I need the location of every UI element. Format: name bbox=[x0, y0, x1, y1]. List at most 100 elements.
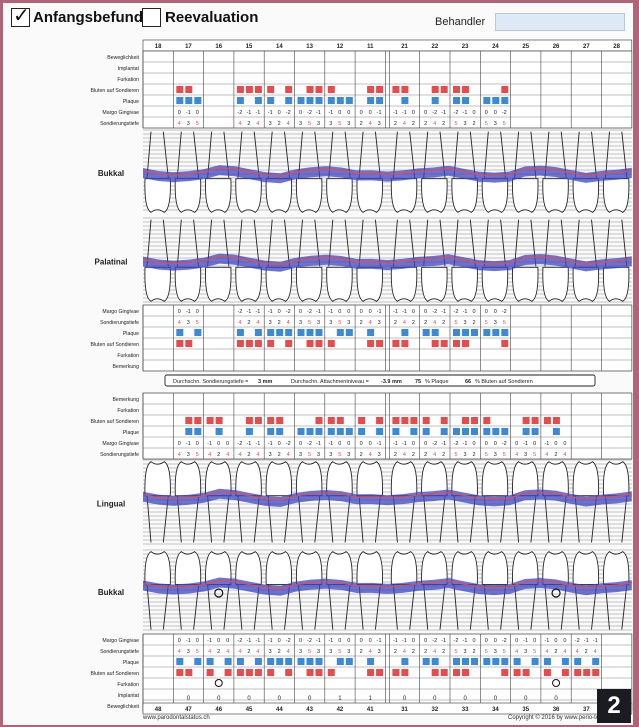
upper-palatal-depth-value: 4 bbox=[178, 320, 181, 326]
tooth-number-lower: 32 bbox=[432, 707, 439, 713]
upper-palatal-margin-value: -1 bbox=[246, 309, 251, 315]
anfangsbefund-checkbox[interactable]: ✓ bbox=[11, 3, 30, 27]
reevaluation-checkbox[interactable] bbox=[142, 8, 161, 27]
lower-buccal-depth-value: 4 bbox=[178, 649, 181, 655]
upper-palatal-bleeding-mark bbox=[306, 340, 314, 347]
upper-buccal-arch-tooth-root bbox=[267, 131, 290, 178]
lower-buccal-margin-value: -2 bbox=[307, 638, 312, 644]
lower-lingual-depth-value: 4 bbox=[369, 452, 372, 458]
lower-buccal-bleeding-mark bbox=[431, 669, 439, 676]
behandler-input[interactable] bbox=[495, 13, 625, 31]
tooth-number-upper: 11 bbox=[367, 44, 374, 50]
lower-buccal-plaque-mark bbox=[315, 658, 323, 665]
upper-buccal-arch-tooth-crown bbox=[512, 178, 539, 213]
upper-buccal-arch-tooth-crown bbox=[235, 178, 262, 213]
tooth-number-lower: 48 bbox=[155, 707, 162, 713]
upper-buccal-row-label: Sondierungstiefe bbox=[100, 121, 139, 127]
lower-lingual-plaque-mark bbox=[462, 428, 469, 435]
upper-palatal-bleeding-mark bbox=[392, 340, 400, 347]
lower-buccal-plaque-mark bbox=[483, 658, 491, 665]
upper-buccal-bleeding-mark bbox=[431, 86, 439, 93]
lower-buccal-margin-value: 0 bbox=[347, 638, 350, 644]
mobility-lower-value: 0 bbox=[494, 696, 498, 702]
lower-lingual-depth-value: 4 bbox=[178, 452, 181, 458]
lower-lingual-margin-value: -2 bbox=[307, 441, 312, 447]
upper-buccal-bleeding-mark bbox=[306, 86, 314, 93]
lower-lingual-bleeding-mark bbox=[315, 417, 323, 424]
upper-palatal-depth-value: 3 bbox=[494, 320, 497, 326]
upper-palatal-bleeding-mark bbox=[501, 340, 509, 347]
lower-buccal-plaque-mark bbox=[422, 658, 430, 665]
lower-lingual-margin-value: -2 bbox=[432, 441, 437, 447]
upper-palatal-margin-value: 0 bbox=[412, 309, 415, 315]
upper-buccal-plaque-mark bbox=[401, 97, 409, 104]
upper-buccal-arch-tooth-crown bbox=[390, 178, 418, 213]
lower-buccal-arch-tooth-crown bbox=[572, 551, 600, 585]
upper-buccal-plaque-mark bbox=[194, 97, 202, 104]
lower-lingual-plaque-mark bbox=[185, 428, 193, 435]
upper-buccal-depth-value: 4 bbox=[433, 121, 436, 127]
upper-palatal-plaque-mark bbox=[492, 329, 500, 336]
lingual-arch-tooth-crown bbox=[542, 461, 569, 497]
lower-buccal-arch-tooth-crown bbox=[205, 551, 232, 585]
upper-buccal-bleeding-mark bbox=[327, 86, 335, 93]
lower-buccal-arch-tooth-crown bbox=[451, 551, 478, 585]
upper-palatal-depth-value: 3 bbox=[329, 320, 332, 326]
lower-buccal-bleeding-mark bbox=[440, 669, 448, 676]
lower-buccal-plaque-mark bbox=[297, 658, 305, 665]
lower-lingual-margin-value: 0 bbox=[494, 441, 497, 447]
lower-buccal-margin-value: 0 bbox=[554, 638, 557, 644]
upper-palatal-margin-value: 0 bbox=[338, 309, 341, 315]
upper-palatal-plaque-mark bbox=[336, 329, 344, 336]
lower-buccal-depth-value: 3 bbox=[347, 649, 350, 655]
lower-buccal-margin-value: -2 bbox=[286, 638, 291, 644]
palatinal-arch-tooth-crown bbox=[481, 266, 509, 302]
lower-lingual-margin-value: -1 bbox=[377, 441, 382, 447]
lower-buccal-margin-value: -2 bbox=[502, 638, 507, 644]
upper-palatal-row-label: Furkation bbox=[117, 353, 139, 359]
lower-buccal-depth-value: 5 bbox=[533, 649, 536, 655]
lingual-arch-tooth-root bbox=[423, 495, 446, 543]
lower-lingual-plaque-mark bbox=[453, 428, 460, 435]
upper-buccal-row-label: Bluten auf Sondieren bbox=[91, 88, 140, 94]
lower-lingual-plaque-mark bbox=[327, 428, 335, 435]
upper-buccal-depth-value: 2 bbox=[472, 121, 475, 127]
lingual-arch-tooth-crown bbox=[390, 461, 418, 497]
lower-buccal-depth-value: 2 bbox=[412, 649, 415, 655]
lower-buccal-margin-value: -1 bbox=[255, 638, 260, 644]
footer-right: Copyright © 2016 by www.perio-tools bbox=[508, 715, 607, 721]
lower-buccal-bleeding-mark bbox=[236, 669, 244, 676]
lower-buccal-margin-value: -1 bbox=[207, 638, 212, 644]
behandler-label: Behandler bbox=[435, 16, 486, 28]
lower-buccal-margin-value: -1 bbox=[316, 638, 321, 644]
lower-lingual-margin-value: 0 bbox=[217, 441, 220, 447]
lower-buccal-plaque-mark bbox=[401, 658, 409, 665]
upper-palatal-margin-value: -1 bbox=[441, 309, 446, 315]
lower-buccal-bleeding-mark bbox=[267, 669, 275, 676]
upper-palatal-bleeding-mark bbox=[462, 340, 469, 347]
lower-lingual-depth-value: 2 bbox=[394, 452, 397, 458]
upper-palatal-margin-value: -2 bbox=[307, 309, 312, 315]
lower-buccal-margin-value: 0 bbox=[299, 638, 302, 644]
upper-palatal-bleeding-mark bbox=[431, 340, 439, 347]
upper-buccal-row-label: Margo Gingivae bbox=[102, 110, 139, 116]
lower-buccal-bleeding-mark bbox=[306, 669, 314, 676]
upper-buccal-bleeding-mark bbox=[392, 86, 400, 93]
summary-plaque-value: 75 bbox=[415, 379, 421, 385]
upper-buccal-depth-value: 2 bbox=[442, 121, 445, 127]
lower-lingual-depth-value: 3 bbox=[329, 452, 332, 458]
upper-palatal-margin-value: 0 bbox=[485, 309, 488, 315]
lower-lingual-bleeding-mark bbox=[522, 417, 530, 424]
upper-palatal-plaque-mark bbox=[367, 329, 375, 336]
upper-buccal-bleeding-mark bbox=[267, 86, 275, 93]
tooth-number-lower: 37 bbox=[583, 707, 590, 713]
upper-palatal-plaque-mark bbox=[422, 329, 430, 336]
upper-buccal-depth-value: 3 bbox=[317, 121, 320, 127]
upper-buccal-margin-value: 0 bbox=[278, 110, 281, 116]
upper-buccal-margin-value: 0 bbox=[178, 110, 181, 116]
lower-buccal-plaque-mark bbox=[561, 658, 569, 665]
lower-buccal-plaque-mark bbox=[206, 658, 214, 665]
tooth-number-upper: 12 bbox=[337, 44, 344, 50]
upper-palatal-bleeding-mark bbox=[315, 340, 323, 347]
palatinal-arch-tooth-root bbox=[267, 219, 290, 267]
